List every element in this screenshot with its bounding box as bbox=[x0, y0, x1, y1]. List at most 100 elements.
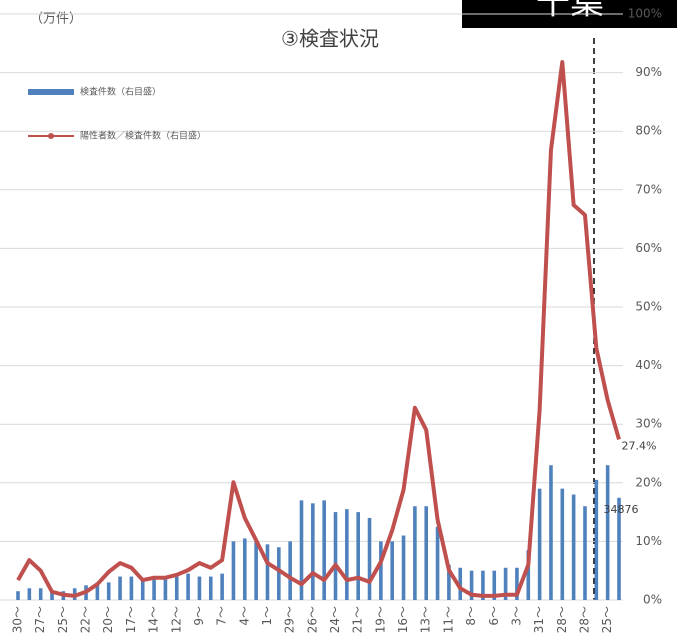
bar bbox=[401, 535, 406, 600]
bar bbox=[220, 573, 224, 600]
bar bbox=[367, 517, 372, 600]
bar bbox=[140, 579, 145, 600]
bar bbox=[447, 564, 451, 600]
bar bbox=[231, 541, 236, 600]
bar bbox=[515, 567, 519, 600]
x-tick-label: 22～ bbox=[79, 606, 93, 633]
bar bbox=[265, 544, 270, 600]
bar bbox=[242, 538, 247, 600]
bar bbox=[333, 512, 338, 600]
x-tick-label: 12～ bbox=[169, 606, 183, 633]
bar bbox=[571, 494, 576, 600]
bar bbox=[38, 588, 43, 600]
x-tick-label: 25～ bbox=[56, 606, 70, 633]
legend-marker bbox=[48, 133, 54, 139]
bar bbox=[560, 488, 565, 600]
y2-tick-label: 0% bbox=[643, 593, 662, 607]
x-tick-label: 25～ bbox=[600, 606, 614, 633]
bar bbox=[163, 576, 168, 600]
y2-tick-label: 30% bbox=[635, 417, 662, 431]
x-tick-label: 27～ bbox=[33, 606, 47, 633]
bar bbox=[50, 591, 54, 600]
bar bbox=[379, 541, 383, 600]
bar bbox=[424, 506, 429, 600]
y2-tick-label: 60% bbox=[635, 241, 662, 255]
x-tick-label: 8～ bbox=[464, 606, 478, 626]
x-tick-label: 14～ bbox=[147, 606, 161, 633]
bar bbox=[152, 579, 156, 600]
x-tick-label: 3～ bbox=[509, 606, 523, 626]
bar bbox=[537, 488, 542, 600]
x-tick-label: 28～ bbox=[577, 606, 591, 633]
y-unit: （万件） bbox=[30, 12, 82, 27]
y2-tick-label: 100% bbox=[628, 7, 662, 21]
bar bbox=[288, 541, 292, 600]
x-tick-label: 16～ bbox=[396, 606, 410, 633]
x-tick-label: 1～ bbox=[260, 606, 274, 626]
legend-swatch bbox=[28, 89, 74, 95]
bar bbox=[106, 582, 111, 600]
x-tick-label: 19～ bbox=[373, 606, 387, 633]
bar bbox=[277, 547, 281, 600]
legend-label: 検査件数（右目盛） bbox=[80, 86, 161, 98]
badge-text: 千葉 bbox=[536, 0, 604, 23]
bar bbox=[549, 465, 553, 600]
x-tick-label: 31～ bbox=[532, 606, 546, 633]
bar bbox=[311, 503, 315, 600]
x-tick-label: 30～ bbox=[11, 606, 25, 633]
x-tick-label: 4～ bbox=[237, 606, 251, 626]
bar bbox=[16, 591, 20, 600]
x-tick-label: 29～ bbox=[283, 606, 297, 633]
bar bbox=[174, 576, 179, 600]
bar bbox=[469, 570, 474, 600]
x-tick-label: 7～ bbox=[215, 606, 229, 626]
bar bbox=[254, 541, 258, 600]
x-tick-label: 28～ bbox=[555, 606, 569, 633]
x-tick-label: 6～ bbox=[487, 606, 501, 626]
chart-title: ③検査状況 bbox=[281, 27, 379, 51]
line bbox=[16, 60, 621, 598]
bar bbox=[208, 576, 213, 600]
x-tick-label: 21～ bbox=[351, 606, 365, 633]
x-tick-label: 13～ bbox=[419, 606, 433, 633]
x-tick-label: 26～ bbox=[305, 606, 319, 633]
x-tick-label: 9～ bbox=[192, 606, 206, 626]
bar bbox=[186, 573, 190, 600]
bar bbox=[435, 526, 440, 600]
y2-tick-label: 50% bbox=[635, 300, 662, 314]
y2-tick-label: 70% bbox=[635, 182, 662, 196]
bar bbox=[481, 570, 485, 600]
bar bbox=[345, 509, 349, 600]
bar bbox=[95, 582, 100, 600]
bar bbox=[322, 500, 326, 600]
bar bbox=[118, 576, 122, 600]
bar bbox=[299, 500, 304, 600]
y2-tick-label: 20% bbox=[635, 475, 662, 489]
bar bbox=[27, 588, 32, 600]
bar bbox=[413, 506, 417, 600]
x-tick-label: 20～ bbox=[101, 606, 115, 633]
y2-tick-label: 10% bbox=[635, 534, 662, 548]
x-tick-label: 24～ bbox=[328, 606, 342, 633]
bar bbox=[458, 567, 463, 600]
data-label: 34876 bbox=[604, 503, 639, 516]
y2-tick-label: 80% bbox=[635, 124, 662, 138]
bar bbox=[390, 541, 395, 600]
data-label: 27.4% bbox=[622, 439, 657, 452]
x-tick-label: 11～ bbox=[441, 606, 455, 633]
y2-tick-label: 40% bbox=[635, 358, 662, 372]
bar bbox=[356, 512, 360, 600]
x-tick-label: 17～ bbox=[124, 606, 138, 633]
y2-tick-label: 90% bbox=[635, 65, 662, 79]
bar bbox=[594, 479, 599, 600]
bar bbox=[526, 550, 531, 600]
bar bbox=[617, 497, 621, 600]
bar bbox=[492, 570, 497, 600]
bar bbox=[129, 576, 134, 600]
bar bbox=[197, 576, 202, 600]
bar bbox=[583, 506, 587, 600]
legend-label: 陽性者数／検査件数（右目盛） bbox=[80, 130, 206, 142]
bar bbox=[605, 465, 610, 600]
bar bbox=[503, 567, 508, 600]
